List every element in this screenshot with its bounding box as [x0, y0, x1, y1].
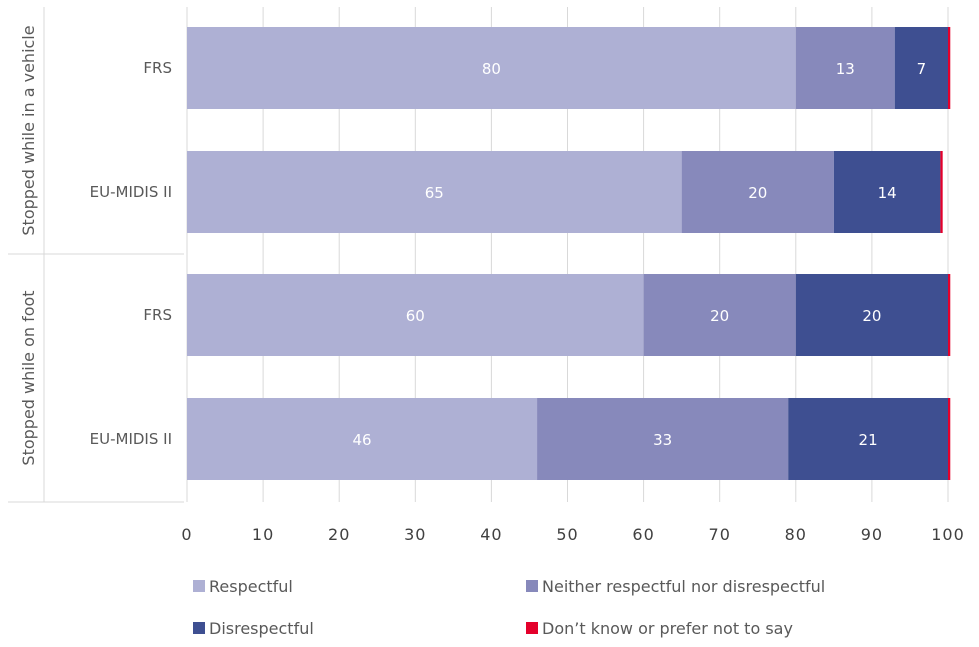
- x-tick-label: 0: [181, 525, 192, 544]
- legend-label: Disrespectful: [209, 619, 314, 638]
- x-axis-ticks: 0 10 20 30 40 50 60 70 80 90 100: [181, 525, 964, 544]
- x-tick-label: 10: [252, 525, 274, 544]
- data-label: 33: [653, 431, 672, 449]
- data-label: 13: [836, 60, 855, 78]
- data-label: 80: [482, 60, 501, 78]
- data-label: 46: [352, 431, 371, 449]
- bar-segment: [948, 398, 950, 480]
- legend-label: Respectful: [209, 577, 293, 596]
- x-tick-label: 60: [632, 525, 654, 544]
- data-label: 7: [917, 60, 927, 78]
- x-tick-label: 70: [709, 525, 731, 544]
- group-labels: Stopped while in a vehicle Stopped while …: [19, 25, 38, 465]
- group-label: Stopped while in a vehicle: [19, 25, 38, 235]
- legend-label: Neither respectful nor disrespectful: [542, 577, 825, 596]
- category-label: EU-MIDIS II: [90, 430, 172, 448]
- x-tick-label: 100: [931, 525, 965, 544]
- category-label: EU-MIDIS II: [90, 183, 172, 201]
- x-tick-label: 40: [480, 525, 502, 544]
- legend-label: Don’t know or prefer not to say: [542, 619, 793, 638]
- legend-swatch: [526, 580, 538, 592]
- x-tick-label: 80: [785, 525, 807, 544]
- data-label: 21: [859, 431, 878, 449]
- category-label: FRS: [143, 59, 172, 77]
- bar-segment: [948, 274, 950, 356]
- x-tick-label: 90: [861, 525, 883, 544]
- data-label: 20: [862, 307, 881, 325]
- legend: Respectful Neither respectful nor disresp…: [193, 577, 825, 638]
- legend-swatch: [193, 580, 205, 592]
- data-label: 20: [748, 184, 767, 202]
- x-tick-label: 20: [328, 525, 350, 544]
- x-tick-label: 30: [404, 525, 426, 544]
- data-label: 20: [710, 307, 729, 325]
- data-label: 65: [425, 184, 444, 202]
- data-label: 60: [406, 307, 425, 325]
- bar-segment: [948, 27, 950, 109]
- category-label: FRS: [143, 306, 172, 324]
- group-label: Stopped while on foot: [19, 290, 38, 465]
- legend-swatch: [526, 622, 538, 634]
- x-tick-label: 50: [556, 525, 578, 544]
- bar-segment: [940, 151, 942, 233]
- data-label: 14: [878, 184, 897, 202]
- bars: 80 13 7 65 20 14 60 20 20 46 33 21: [187, 27, 950, 480]
- legend-swatch: [193, 622, 205, 634]
